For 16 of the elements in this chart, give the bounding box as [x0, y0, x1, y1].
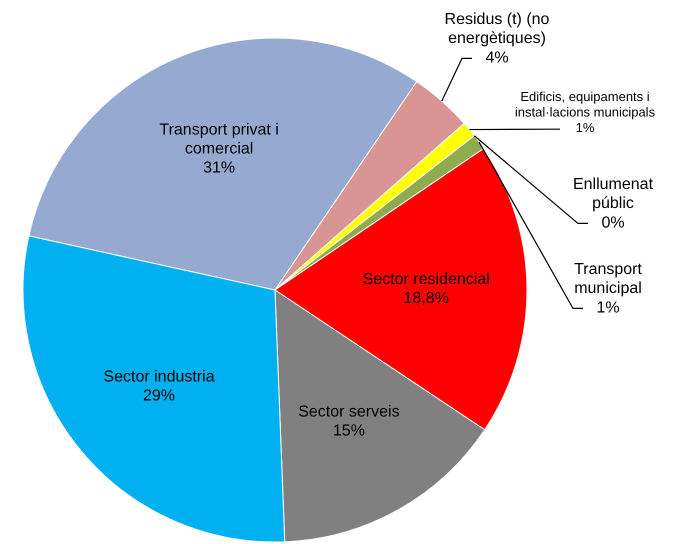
slice-label: Residus (t) (no energètiques) — [444, 11, 550, 48]
slice-label: Sector residencial — [362, 271, 490, 288]
data-label: 4% — [485, 50, 509, 67]
data-label: 18,8% — [404, 290, 449, 308]
slice-label: Sector industria — [103, 368, 215, 386]
data-label: 1% — [576, 120, 595, 136]
category-label: Enllumenat públic — [572, 176, 654, 212]
text: 0% — [601, 214, 625, 232]
data-label: 29% — [142, 388, 176, 405]
slice-label: Sector serveis — [298, 404, 400, 421]
slice-label: Edificis, equipaments i instal·lacions municipals — [514, 89, 656, 120]
data-label: 31% — [203, 160, 236, 177]
slice-label: Transport municipal — [574, 261, 642, 298]
data-label: 15% — [332, 422, 365, 440]
slice-label: Transport privat i comercial — [159, 122, 279, 158]
data-label: 1% — [596, 300, 620, 317]
